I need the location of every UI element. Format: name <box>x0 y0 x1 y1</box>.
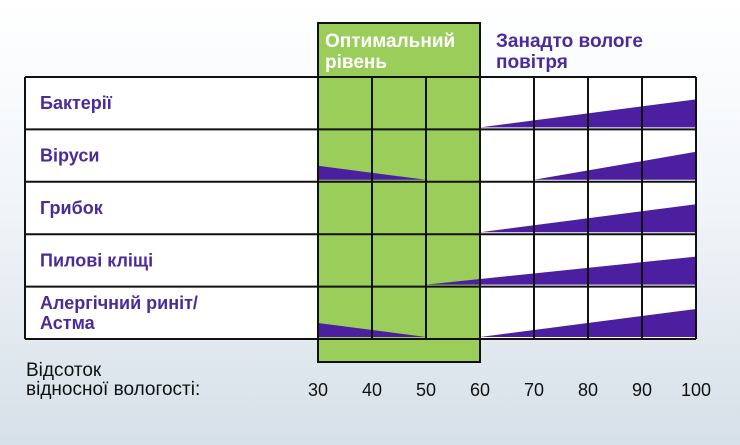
category-label: Бактерії <box>40 93 113 113</box>
category-label: Віруси <box>40 146 99 166</box>
optimal-zone <box>318 23 480 362</box>
too-humid-zone-label: Занадто вологе повітря <box>496 31 643 73</box>
risk-wedge <box>318 151 696 180</box>
risk-wedge <box>426 256 696 285</box>
x-tick-label: 60 <box>470 380 490 400</box>
category-label: Грибок <box>40 198 104 218</box>
optimal-zone-label: Оптимальний рівень <box>325 31 455 73</box>
x-tick-label: 50 <box>416 380 436 400</box>
x-tick-label: 30 <box>308 380 328 400</box>
x-tick-label: 70 <box>524 380 544 400</box>
x-tick-label: 90 <box>632 380 652 400</box>
x-axis-label: Відсоток відносної вологості: <box>26 360 200 400</box>
x-tick-label: 80 <box>578 380 598 400</box>
category-label: Алергічний риніт/Астма <box>40 293 198 333</box>
risk-wedge <box>318 309 696 337</box>
x-tick-label: 100 <box>681 380 711 400</box>
x-tick-label: 40 <box>362 380 382 400</box>
category-label: Пилові кліщі <box>40 250 153 270</box>
optimal-zone-border <box>317 22 481 363</box>
